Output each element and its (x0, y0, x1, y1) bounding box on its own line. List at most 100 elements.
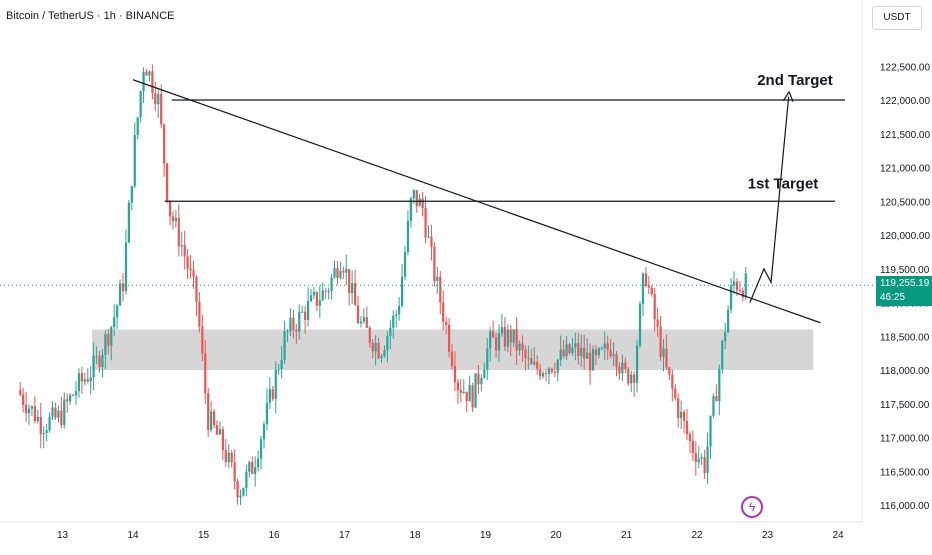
candle-body (304, 311, 307, 320)
candle-body (618, 367, 621, 374)
candle-body (659, 326, 662, 357)
candle (315, 291, 318, 311)
candle (63, 392, 66, 429)
candle-body (365, 317, 368, 328)
candle-body (483, 369, 486, 378)
candle (80, 366, 83, 395)
y-tick-label: 121,000.00 (880, 164, 930, 175)
candle (60, 396, 63, 429)
candle-body (697, 458, 700, 463)
candle (221, 426, 224, 461)
candle-body (192, 270, 195, 277)
candle-body (45, 430, 48, 434)
candle-body (398, 305, 401, 315)
candle (574, 332, 577, 361)
candle (403, 245, 407, 281)
candle (242, 487, 245, 497)
candle (462, 379, 465, 395)
candle-body (583, 347, 586, 359)
candle-body (418, 198, 421, 207)
candle (615, 351, 618, 377)
candle-body (471, 385, 474, 408)
candle-body (468, 385, 471, 402)
candle (42, 426, 45, 449)
candle-body (295, 329, 298, 332)
candle (724, 323, 727, 350)
candle (712, 393, 715, 418)
candle (45, 423, 48, 442)
x-tick-label: 18 (409, 530, 421, 541)
x-tick-label: 14 (127, 530, 139, 541)
unit-selector[interactable]: USDT (872, 6, 922, 30)
candle-body (277, 369, 280, 371)
candle (398, 296, 401, 321)
candle (633, 371, 636, 397)
candle-body (336, 267, 339, 278)
candle (650, 285, 653, 297)
candle-body (377, 342, 380, 359)
candle (653, 287, 656, 332)
y-tick-label: 116,500.00 (880, 467, 930, 478)
candle-body (609, 349, 612, 357)
candle (66, 393, 69, 413)
candle (477, 365, 480, 394)
candle (69, 393, 72, 405)
candle (509, 324, 512, 357)
candle (233, 449, 236, 490)
y-axis: 116,000.00 116,500.00 117,000.00 117,500.00… (861, 0, 930, 522)
candle-body (550, 368, 553, 372)
candle-body (503, 327, 506, 347)
candle-body (383, 350, 386, 357)
candle-body (245, 471, 248, 488)
candle (130, 185, 133, 211)
candle (48, 412, 51, 433)
candle-body (22, 394, 25, 405)
candle (418, 193, 421, 207)
candle-body (157, 93, 160, 105)
candle-body (183, 245, 186, 257)
candle-body (568, 344, 571, 354)
candle (257, 450, 260, 472)
candle (600, 346, 603, 351)
candle (618, 362, 621, 380)
candle (324, 288, 327, 299)
lightning-icon[interactable]: ϟ (741, 496, 763, 518)
candle-body (380, 356, 383, 359)
candle-body (486, 348, 489, 370)
candle (227, 443, 230, 468)
candle (606, 335, 609, 360)
candle-body (688, 433, 692, 441)
candle-body (98, 355, 101, 368)
candle (544, 368, 548, 382)
candle-body (107, 334, 110, 346)
candle (674, 384, 677, 401)
candle (744, 266, 747, 300)
candle (706, 432, 709, 484)
candle-body (406, 220, 410, 252)
candle (694, 441, 697, 476)
candle (348, 268, 351, 306)
candle (456, 378, 459, 405)
candle (547, 367, 551, 385)
candle-body (439, 276, 442, 303)
candle (339, 261, 342, 280)
candle-body (271, 389, 274, 399)
candle-body (744, 273, 747, 298)
y-tick-label: 120,000.00 (880, 231, 930, 242)
candle (218, 421, 222, 436)
candle-body (180, 245, 183, 247)
annotations-layer: 2nd Target 1st Target (748, 72, 833, 192)
candle-body (506, 329, 509, 347)
candle-body (445, 321, 448, 325)
candle-body (92, 355, 95, 378)
y-tick-label: 122,000.00 (880, 96, 930, 107)
candle-body (74, 391, 78, 396)
candle (512, 329, 515, 348)
candle-body (218, 429, 222, 435)
candle (677, 393, 680, 428)
candle (345, 254, 348, 286)
candle (71, 393, 75, 397)
candle-body (315, 291, 318, 306)
